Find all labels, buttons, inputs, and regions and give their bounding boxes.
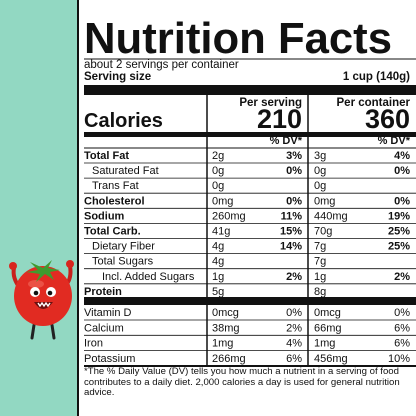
- container-dv: 0%: [394, 165, 410, 177]
- serving-dv: 6%: [286, 353, 302, 365]
- container-amount: 0mcg: [314, 307, 341, 319]
- nutrient-name: Incl. Added Sugars: [102, 271, 195, 283]
- serving-amount: 266mg: [212, 353, 246, 365]
- container-amount: 66mg: [314, 322, 342, 334]
- nutrient-name: Dietary Fiber: [92, 241, 155, 253]
- container-amount: 70g: [314, 226, 332, 238]
- serving-dv: 4%: [286, 338, 302, 350]
- per-container: Per container: [337, 97, 411, 109]
- footnote-box: *The % Daily Value (DV) tells you how mu…: [84, 367, 400, 398]
- label-title: Nutrition Facts: [84, 14, 392, 63]
- serving-dv: 3%: [286, 150, 302, 162]
- container-dv: 25%: [388, 241, 410, 253]
- serving-dv: 0%: [286, 165, 302, 177]
- container-dv: 25%: [388, 226, 410, 238]
- serving-amount: 0mcg: [212, 307, 239, 319]
- container-amount: 0g: [314, 180, 326, 192]
- serving-size-value: 1 cup (140g): [343, 71, 410, 83]
- nutrient-rows: Total Fat 2g 3g 3% 4% Saturated Fat 0g 0g 0% 0% Tr…: [84, 150, 416, 365]
- medium-rule: [84, 132, 416, 137]
- container-amount: 0g: [314, 165, 326, 177]
- thick-rule: [84, 85, 416, 95]
- serving-amount: 260mg: [212, 210, 246, 222]
- footnote: *The % Daily Value (DV) tells you how mu…: [84, 367, 400, 398]
- serving-amount: 38mg: [212, 322, 240, 334]
- container-amount: 7g: [314, 241, 326, 253]
- container-dv: 2%: [394, 271, 410, 283]
- nutrient-name: Total Carb.: [84, 226, 141, 238]
- nutrient-name: Calcium: [84, 322, 124, 334]
- container-amount: 1mg: [314, 338, 335, 350]
- serving-size-label: Serving size: [84, 71, 151, 83]
- container-dv: 10%: [388, 353, 410, 365]
- container-dv: 0%: [394, 195, 410, 207]
- container-dv: 6%: [394, 338, 410, 350]
- nutrient-name: Vitamin D: [84, 307, 132, 319]
- serving-dv: 15%: [280, 226, 302, 238]
- container-amount: 7g: [314, 256, 326, 268]
- container-dv: 19%: [388, 210, 410, 222]
- nutrient-name: Total Fat: [84, 150, 129, 162]
- calories-serving: 210: [257, 104, 302, 134]
- calories-container: 360: [365, 104, 410, 134]
- serving-amount: 0g: [212, 165, 224, 177]
- nutrient-name: Saturated Fat: [92, 165, 159, 177]
- serving-dv: 11%: [281, 210, 303, 222]
- container-amount: 3g: [314, 150, 326, 162]
- container-amount: 0mg: [314, 195, 335, 207]
- serving-amount: 1g: [212, 271, 224, 283]
- serving-amount: 0g: [212, 180, 224, 192]
- serving-dv: 0%: [286, 307, 302, 319]
- serving-dv: 14%: [280, 241, 302, 253]
- nutrient-name: Cholesterol: [84, 195, 145, 207]
- nutrient-name: Total Sugars: [92, 256, 154, 268]
- per-serving: Per serving: [239, 97, 302, 109]
- nutrient-name: Trans Fat: [92, 180, 139, 192]
- serving-amount: 4g: [212, 256, 224, 268]
- dv-header: % DV*: [378, 135, 411, 147]
- nutrient-name: Iron: [84, 338, 103, 350]
- serving-amount: 2g: [212, 150, 224, 162]
- serving-amount: 0mg: [212, 195, 233, 207]
- container-amount: 1g: [314, 271, 326, 283]
- serving-amount: 1mg: [212, 338, 233, 350]
- dv-header: % DV*: [270, 135, 303, 147]
- serving-dv: 0%: [286, 195, 302, 207]
- serving-amount: 4g: [212, 241, 224, 253]
- container-amount: 456mg: [314, 353, 348, 365]
- servings: about 2 servings per container: [84, 59, 239, 71]
- container-dv: 6%: [394, 322, 410, 334]
- container-dv: 4%: [394, 150, 410, 162]
- container-amount: 8g: [314, 286, 326, 298]
- serving-dv: 2%: [286, 271, 302, 283]
- tomato-mascot: [9, 260, 74, 340]
- container-dv: 0%: [394, 307, 410, 319]
- serving-dv: 2%: [286, 322, 302, 334]
- thick-rule: [84, 297, 416, 305]
- calories-label: Calories: [84, 110, 163, 132]
- container-amount: 440mg: [314, 210, 348, 222]
- serving-amount: 5g: [212, 286, 224, 298]
- nutrient-name: Sodium: [84, 210, 125, 222]
- nutrient-name: Protein: [84, 286, 122, 298]
- nutrient-name: Potassium: [84, 353, 135, 365]
- serving-amount: 41g: [212, 226, 230, 238]
